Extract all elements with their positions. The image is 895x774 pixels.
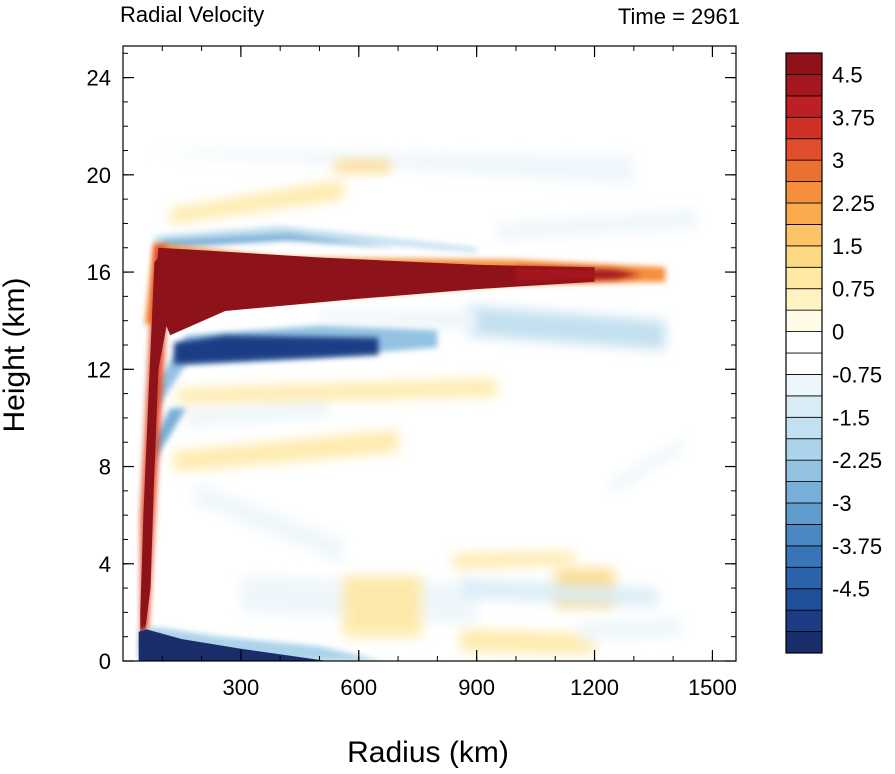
- x-tick-label: 300: [223, 675, 260, 700]
- heatmap-field: [138, 150, 697, 661]
- colorbar-swatch: [785, 631, 823, 654]
- plot-area: [122, 45, 737, 662]
- colorbar-swatch: [785, 95, 823, 118]
- colorbar-label: -3.75: [832, 534, 882, 559]
- colorbar-swatch: [785, 481, 823, 504]
- colorbar-swatch: [785, 588, 823, 611]
- eyewall-core: [140, 252, 171, 652]
- inflow-core: [138, 629, 328, 661]
- colorbar-label: 2.25: [832, 191, 875, 216]
- weak-patch-13: [610, 437, 681, 496]
- outflow-jet-core: [154, 247, 595, 336]
- weak-patch-11: [460, 629, 595, 654]
- weak-patch-4: [178, 379, 497, 404]
- colorbar-swatch: [785, 224, 823, 247]
- colorbar-swatch: [785, 202, 823, 225]
- weak-patch-7: [343, 575, 422, 637]
- x-axis: 300 600 900 1200 1500: [161, 46, 737, 700]
- y-tick-label: 0: [99, 649, 111, 674]
- colorbar-label: -2.25: [832, 448, 882, 473]
- colorbar-swatch: [785, 159, 823, 182]
- colorbar-swatch: [785, 331, 823, 354]
- y-axis-label: Height (km): [0, 277, 31, 432]
- weak-patch-14: [496, 208, 697, 241]
- weak-patch-15: [335, 160, 391, 173]
- colorbar-swatch: [785, 245, 823, 268]
- colorbar-swatch: [785, 352, 823, 375]
- cap-inflow-core: [162, 233, 399, 248]
- colorbar-swatch: [785, 266, 823, 290]
- colorbar-label: 4.5: [832, 62, 863, 87]
- x-tick-label: 600: [340, 675, 377, 700]
- colorbar-label: 0: [832, 320, 844, 345]
- return-flow-tail: [150, 408, 186, 467]
- y-tick-label: 16: [87, 260, 111, 285]
- colorbar-swatch: [785, 502, 823, 525]
- x-tick-label: 1500: [688, 675, 737, 700]
- y-axis: 0 4 8 12 16 20 24: [87, 52, 736, 674]
- return-flow-core: [174, 335, 379, 365]
- outer-blue-branch: [468, 306, 666, 350]
- time-label: Time = 2961: [618, 4, 740, 29]
- colorbar-swatch: [785, 459, 823, 482]
- mid-blue-branch: [319, 311, 477, 331]
- colorbar-label: 3.75: [832, 105, 875, 130]
- colorbar-swatch: [785, 181, 823, 204]
- colorbar-swatch: [785, 138, 823, 161]
- colorbar-swatch: [785, 524, 823, 547]
- colorbar-swatch: [785, 438, 823, 461]
- x-axis-label: Radius (km): [347, 736, 509, 769]
- x-tick-label: 1200: [570, 675, 619, 700]
- colorbar: 4.5 3.75 3 2.25 1.5 0.75 0 -0.75 -1.5 -2.25 -3 -3.7…: [785, 52, 882, 654]
- colorbar-label: -4.5: [832, 577, 870, 602]
- outflow-jet-tip: [515, 267, 642, 282]
- y-tick-label: 12: [87, 357, 111, 382]
- colorbar-swatch: [785, 309, 823, 332]
- colorbar-label: -1.5: [832, 405, 870, 430]
- colorbar-label: -0.75: [832, 362, 882, 387]
- colorbar-swatch: [785, 395, 823, 418]
- colorbar-swatch: [785, 74, 823, 97]
- weak-patch-8: [453, 551, 575, 569]
- weak-patch-1: [170, 179, 344, 224]
- colorbar-swatch: [785, 288, 823, 311]
- weak-patch-5: [193, 481, 344, 564]
- weak-patch-2: [174, 430, 399, 472]
- weak-patch-0: [154, 150, 634, 185]
- colorbar-label: 3: [832, 148, 844, 173]
- colorbar-swatch: [785, 545, 823, 568]
- weak-patch-3: [185, 396, 328, 428]
- colorbar-swatch: [785, 566, 823, 590]
- y-tick-label: 20: [87, 163, 111, 188]
- colorbar-swatch: [785, 52, 823, 75]
- y-tick-label: 4: [99, 552, 111, 577]
- colorbar-swatch: [785, 116, 823, 140]
- colorbar-frame: [785, 52, 823, 654]
- cap-inflow-band: [154, 225, 477, 253]
- colorbar-swatch: [785, 609, 823, 632]
- colorbar-label: 0.75: [832, 277, 875, 302]
- weak-patch-12: [578, 617, 681, 642]
- plot-frame: [122, 45, 737, 662]
- weak-patch-10: [460, 578, 658, 608]
- colorbar-swatch: [785, 374, 823, 397]
- x-tick-label: 900: [458, 675, 495, 700]
- chart-title: Radial Velocity: [120, 2, 264, 27]
- colorbar-label: 1.5: [832, 234, 863, 259]
- colorbar-swatch: [785, 416, 823, 440]
- colorbar-label: -3: [832, 491, 852, 516]
- y-tick-label: 24: [87, 66, 111, 91]
- y-tick-label: 8: [99, 455, 111, 480]
